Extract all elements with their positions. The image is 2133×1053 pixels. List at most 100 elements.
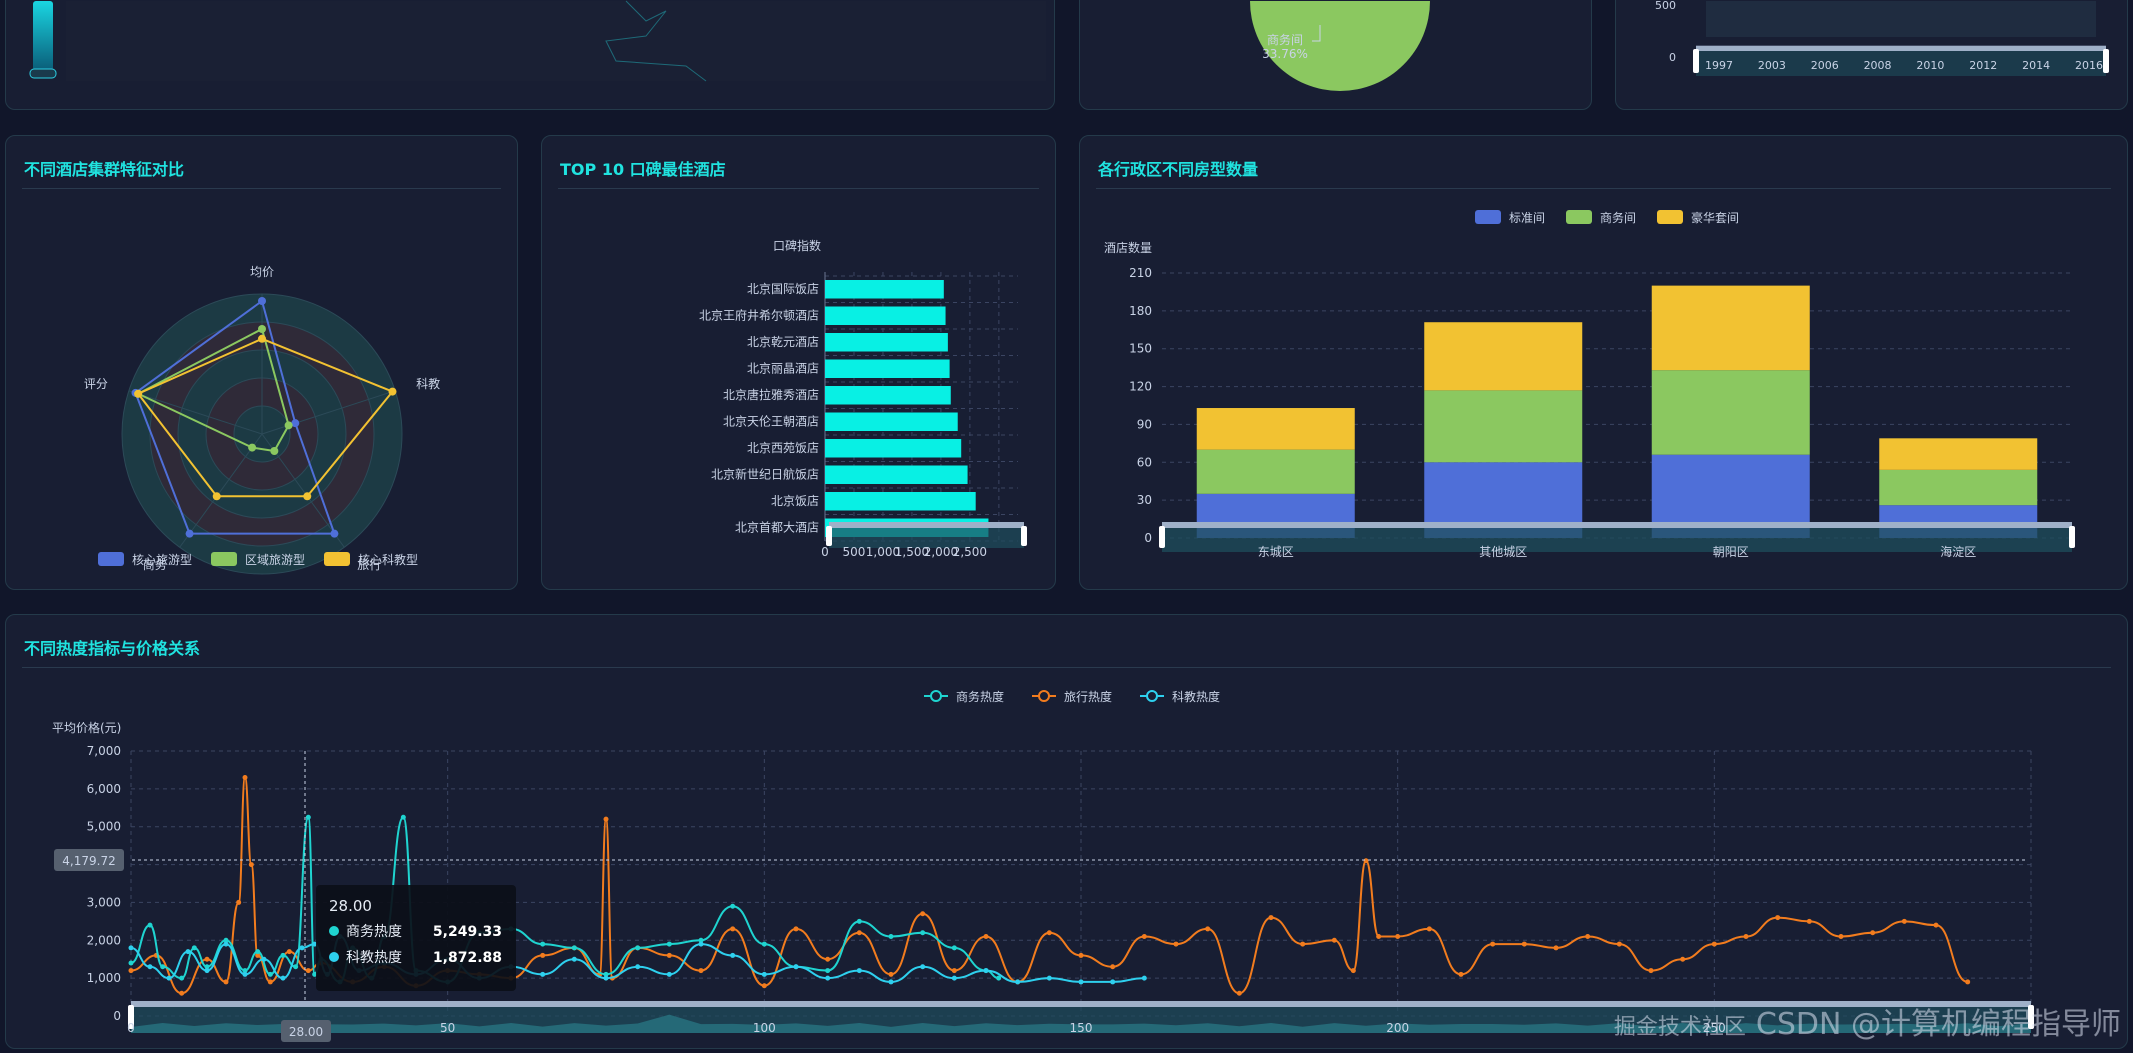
heat-point	[1350, 968, 1356, 974]
radar-spoke	[179, 433, 263, 548]
heat-point	[1838, 934, 1844, 939]
heat-point	[635, 964, 641, 970]
radar-point	[258, 325, 266, 333]
heat-point	[305, 814, 311, 820]
datazoom-handle-right[interactable]	[2069, 526, 2075, 548]
radar-axis-label: 科教	[416, 376, 440, 391]
datazoom-bar[interactable]	[1696, 46, 2106, 51]
datazoom-handle-left[interactable]	[1159, 526, 1165, 548]
heat-point	[1426, 926, 1432, 932]
y-tick-label: 150	[1129, 342, 1152, 356]
legend-label: 核心旅游型	[132, 553, 192, 567]
x-category-label: 其他城区	[1479, 545, 1527, 559]
legend-label: 商务热度	[956, 689, 1004, 704]
radar-axis-label: 商务	[143, 557, 167, 572]
heat-point	[888, 934, 894, 939]
heat-point	[698, 968, 704, 974]
radar-series-group	[131, 297, 397, 538]
area-fill	[1706, 1, 2096, 37]
datazoom-bar[interactable]	[131, 1001, 2031, 1007]
heat-point	[267, 979, 273, 985]
heat-point	[204, 968, 210, 974]
stacked-bar-segment	[1651, 285, 1810, 371]
radar-point	[212, 492, 221, 501]
heat-point	[698, 937, 704, 943]
heat-point	[191, 945, 197, 951]
legend-swatch	[98, 552, 124, 566]
x-tick-label: 2014	[2022, 59, 2050, 72]
heat-point	[983, 968, 989, 974]
legend-swatch	[1657, 210, 1683, 224]
top-pie-chart: 商务间 33.76%	[1250, 1, 1430, 91]
legend-label: 核心科教型	[358, 552, 418, 567]
heat-point	[1141, 934, 1147, 939]
datazoom-handle-right[interactable]	[2028, 1005, 2034, 1029]
stacked-bar-segment	[1196, 449, 1355, 494]
radar-axis-label: 评分	[84, 377, 108, 391]
top-line-chart: 500 0 1997 2003 2006 2008 2010 2012 2014 2016	[1655, 0, 2109, 76]
radar-legend: 核心旅游型 区域旅游型 核心科教型	[98, 552, 418, 567]
heat-point	[223, 937, 229, 943]
tooltip-dot-education	[329, 952, 339, 962]
heat-point	[666, 971, 672, 977]
heat-point	[248, 862, 254, 868]
heat-point	[761, 941, 767, 947]
heat-point	[1015, 979, 1021, 985]
legend-swatch	[211, 552, 237, 566]
heat-point	[1331, 937, 1337, 943]
heat-point	[856, 918, 862, 924]
heat-point	[305, 968, 311, 974]
x-tick-label: 1997	[1705, 59, 1733, 72]
radar-panel: 不同酒店集群特征对比 均价 科教 旅行 商务 评分 核心旅游型 区域旅游型 核心科教型	[5, 135, 518, 590]
heat-point	[299, 945, 305, 951]
heat-point	[1173, 941, 1179, 947]
y-tick-top: 500	[1655, 0, 1676, 12]
tooltip: 28.00 商务热度 5,249.33 科教热度 1,872.88	[316, 885, 516, 991]
heat-point	[255, 949, 261, 955]
heat-point	[793, 926, 799, 932]
datazoom-handle-right[interactable]	[1021, 526, 1027, 546]
heat-y-axis-title: 平均价格(元)	[52, 720, 121, 735]
datazoom-bar[interactable]	[829, 522, 1024, 528]
datazoom-handle-left[interactable]	[128, 1005, 134, 1029]
radar-axis-label: 均价	[250, 265, 274, 279]
heat-point	[920, 964, 926, 970]
heat-point	[951, 975, 957, 981]
datazoom-handle-right[interactable]	[2103, 49, 2109, 73]
heat-point	[293, 964, 299, 970]
heat-point	[951, 968, 957, 974]
room-x-labels: 东城区 其他城区 朝阳区 海淀区	[1258, 544, 1977, 559]
heat-point	[312, 941, 318, 947]
heat-point	[1490, 941, 1496, 947]
heat-point	[793, 964, 799, 970]
top-left-chart: 0	[29, 0, 1046, 84]
y-tick-label: 0	[113, 1009, 121, 1023]
pie-slice-label: 商务间	[1267, 32, 1303, 47]
top10-bar	[825, 492, 976, 511]
radar-point	[284, 421, 293, 430]
x-tick-label: 2008	[1864, 59, 1892, 72]
heat-point	[223, 979, 229, 985]
thermometer-bar	[33, 1, 53, 71]
room-types-stacked-bar-chart: 标准间 商务间 豪华套间 酒店数量 0 30 60 90 120 150 180 210 东城区 其…	[1104, 210, 2075, 559]
heat-point	[261, 956, 267, 962]
heat-point	[825, 968, 831, 974]
top10-x-axis-title: 口碑指数	[773, 238, 821, 253]
x-tick-label: 100	[753, 1021, 776, 1035]
heat-point	[286, 949, 292, 955]
room-grid: 0 30 60 90 120 150 180 210	[1129, 266, 2072, 545]
datazoom-handle-left[interactable]	[826, 526, 832, 546]
room-types-panel: 各行政区不同房型数量 标准间 商务间 豪华套间 酒店数量 0 30 60 90 120 150…	[1079, 135, 2128, 590]
datazoom-handle-left[interactable]	[1693, 49, 1699, 73]
y-tick-label: 120	[1129, 380, 1152, 394]
y-tick-label: 180	[1129, 304, 1152, 318]
radar-spoke	[261, 390, 396, 435]
datazoom-bar[interactable]	[1162, 522, 2072, 528]
heat-point	[1363, 858, 1369, 864]
x-tick-label: 0	[821, 545, 829, 559]
legend-label: 区域旅游型	[245, 553, 305, 567]
heat-line-chart: 商务热度 旅行热度 科教热度 平均价格(元) 01,0002,0003,0005,0…	[52, 689, 2034, 1042]
heat-point	[1743, 934, 1749, 939]
heat-point	[1236, 990, 1242, 996]
